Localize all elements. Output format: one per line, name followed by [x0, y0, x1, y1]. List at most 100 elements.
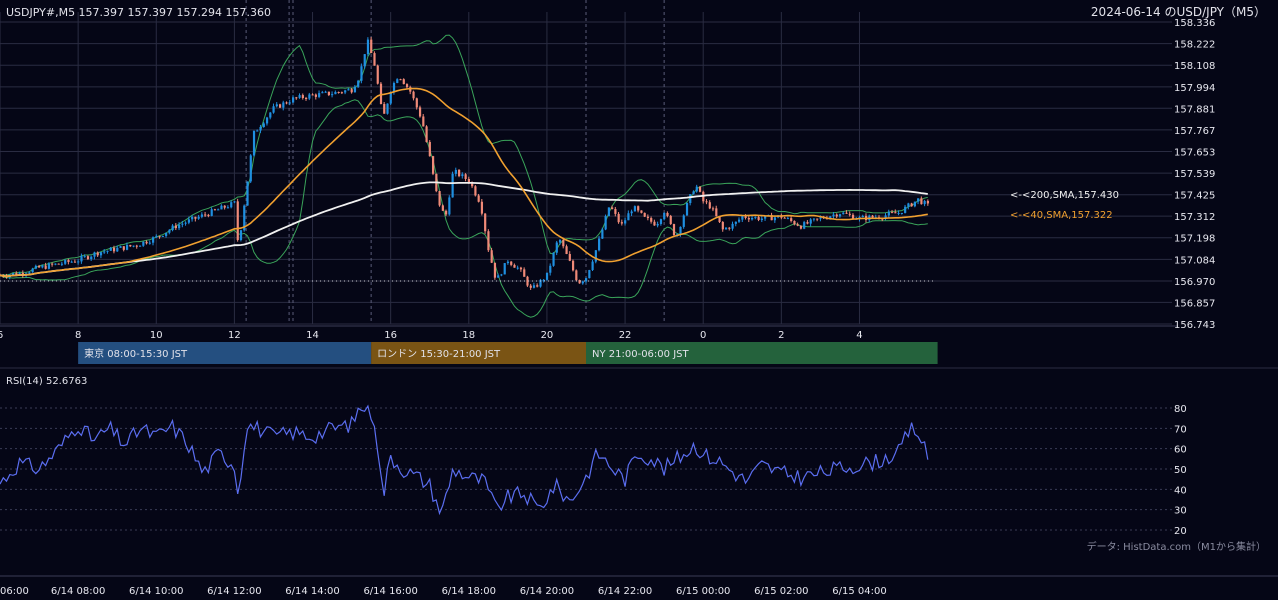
candle-body: [480, 201, 484, 214]
candle-body: [542, 279, 545, 281]
candle-body: [474, 186, 477, 196]
candle-body: [614, 208, 617, 214]
candle-body: [617, 213, 620, 223]
candle-body: [891, 212, 894, 214]
candle-body: [109, 247, 112, 251]
candle-body: [786, 218, 790, 220]
candle-body: [389, 92, 392, 104]
candle-body: [451, 173, 454, 198]
candle-body: [318, 93, 321, 97]
candle-body: [392, 82, 396, 93]
time-tick-label: 14: [306, 330, 319, 341]
candle-body: [77, 261, 80, 263]
rsi-grid: [0, 367, 1278, 577]
rsi-axis: 80 70 60 50 40 30 20: [1174, 404, 1187, 537]
candle-body: [220, 205, 223, 210]
candle-body: [923, 200, 926, 205]
symbol-info: USDJPY#,M5 157.397 157.397 157.294 157.3…: [6, 6, 271, 19]
candle-body: [513, 264, 516, 268]
candle-body: [685, 203, 689, 216]
candle-body: [894, 212, 897, 214]
candle-body: [487, 231, 490, 251]
candle-body: [165, 232, 168, 236]
candle-body: [269, 112, 272, 118]
rsi-tick-label: 40: [1174, 485, 1187, 496]
candle-body: [545, 272, 549, 280]
price-tick-label: 157.198: [1174, 234, 1215, 245]
candle-body: [711, 208, 715, 210]
candle-body: [119, 246, 122, 248]
candle-body: [282, 102, 285, 108]
candle-body: [816, 218, 819, 220]
candle-body: [340, 92, 344, 94]
candlesticks: [0, 36, 930, 291]
candle-body: [897, 212, 900, 214]
candle-body: [484, 213, 487, 232]
candle-body: [633, 206, 637, 212]
candle-body: [324, 91, 327, 93]
candle-body: [718, 216, 721, 223]
price-tick-label: 158.108: [1174, 61, 1215, 72]
candle-body: [917, 198, 920, 202]
candle-body: [471, 182, 474, 187]
candle-body: [246, 181, 249, 206]
candle-body: [565, 246, 568, 254]
candle-body: [103, 251, 106, 253]
candle-body: [884, 215, 887, 219]
candle-body: [624, 220, 627, 224]
candle-body: [47, 263, 51, 269]
candle-body: [832, 214, 835, 217]
candle-body: [695, 186, 698, 192]
candle-body: [627, 213, 630, 221]
candle-body: [506, 261, 510, 264]
candle-body: [80, 256, 83, 262]
rsi-time-tick-label: 6/15 04:00: [832, 586, 886, 597]
candle-body: [601, 229, 604, 239]
candle-body: [204, 214, 207, 216]
time-tick-label: 12: [228, 330, 241, 341]
chart-title: 2024-06-14 のUSD/JPY（M5）: [1091, 5, 1266, 19]
candle-body: [845, 212, 848, 214]
candle-body: [405, 84, 409, 88]
candle-body: [357, 80, 360, 87]
candle-body: [724, 227, 728, 230]
session-london-label: ロンドン 15:30-21:00 JST: [377, 349, 501, 360]
candle-body: [83, 256, 86, 258]
candle-body: [803, 222, 806, 229]
candle-body: [783, 217, 786, 219]
candle-body: [851, 214, 855, 220]
candle-body: [611, 207, 614, 209]
time-tick-label: 10: [150, 330, 163, 341]
candle-body: [350, 89, 353, 93]
candle-body: [262, 123, 265, 127]
candle-body: [738, 219, 741, 222]
candle-body: [529, 285, 532, 288]
candle-body: [99, 252, 103, 256]
candle-body: [682, 215, 685, 227]
candle-body: [754, 217, 757, 219]
candle-body: [331, 94, 334, 96]
candle-body: [793, 221, 796, 225]
candle-body: [418, 107, 422, 117]
candle-body: [926, 200, 930, 204]
candle-body: [158, 236, 161, 238]
candle-body: [327, 91, 331, 96]
candle-body: [275, 104, 278, 107]
candle-body: [145, 241, 148, 244]
candle-body: [461, 174, 464, 177]
candle-body: [308, 94, 311, 99]
candle-body: [305, 98, 308, 100]
candle-body: [34, 265, 38, 269]
price-tick-label: 156.857: [1174, 298, 1215, 309]
candle-body: [796, 224, 799, 226]
candle-body: [363, 54, 366, 67]
candle-body: [21, 273, 24, 275]
candle-body: [689, 194, 692, 204]
candle-body: [757, 217, 760, 220]
candle-body: [379, 83, 383, 104]
time-tick-label: 8: [75, 330, 81, 341]
candle-body: [366, 39, 370, 55]
candle-body: [252, 130, 256, 156]
